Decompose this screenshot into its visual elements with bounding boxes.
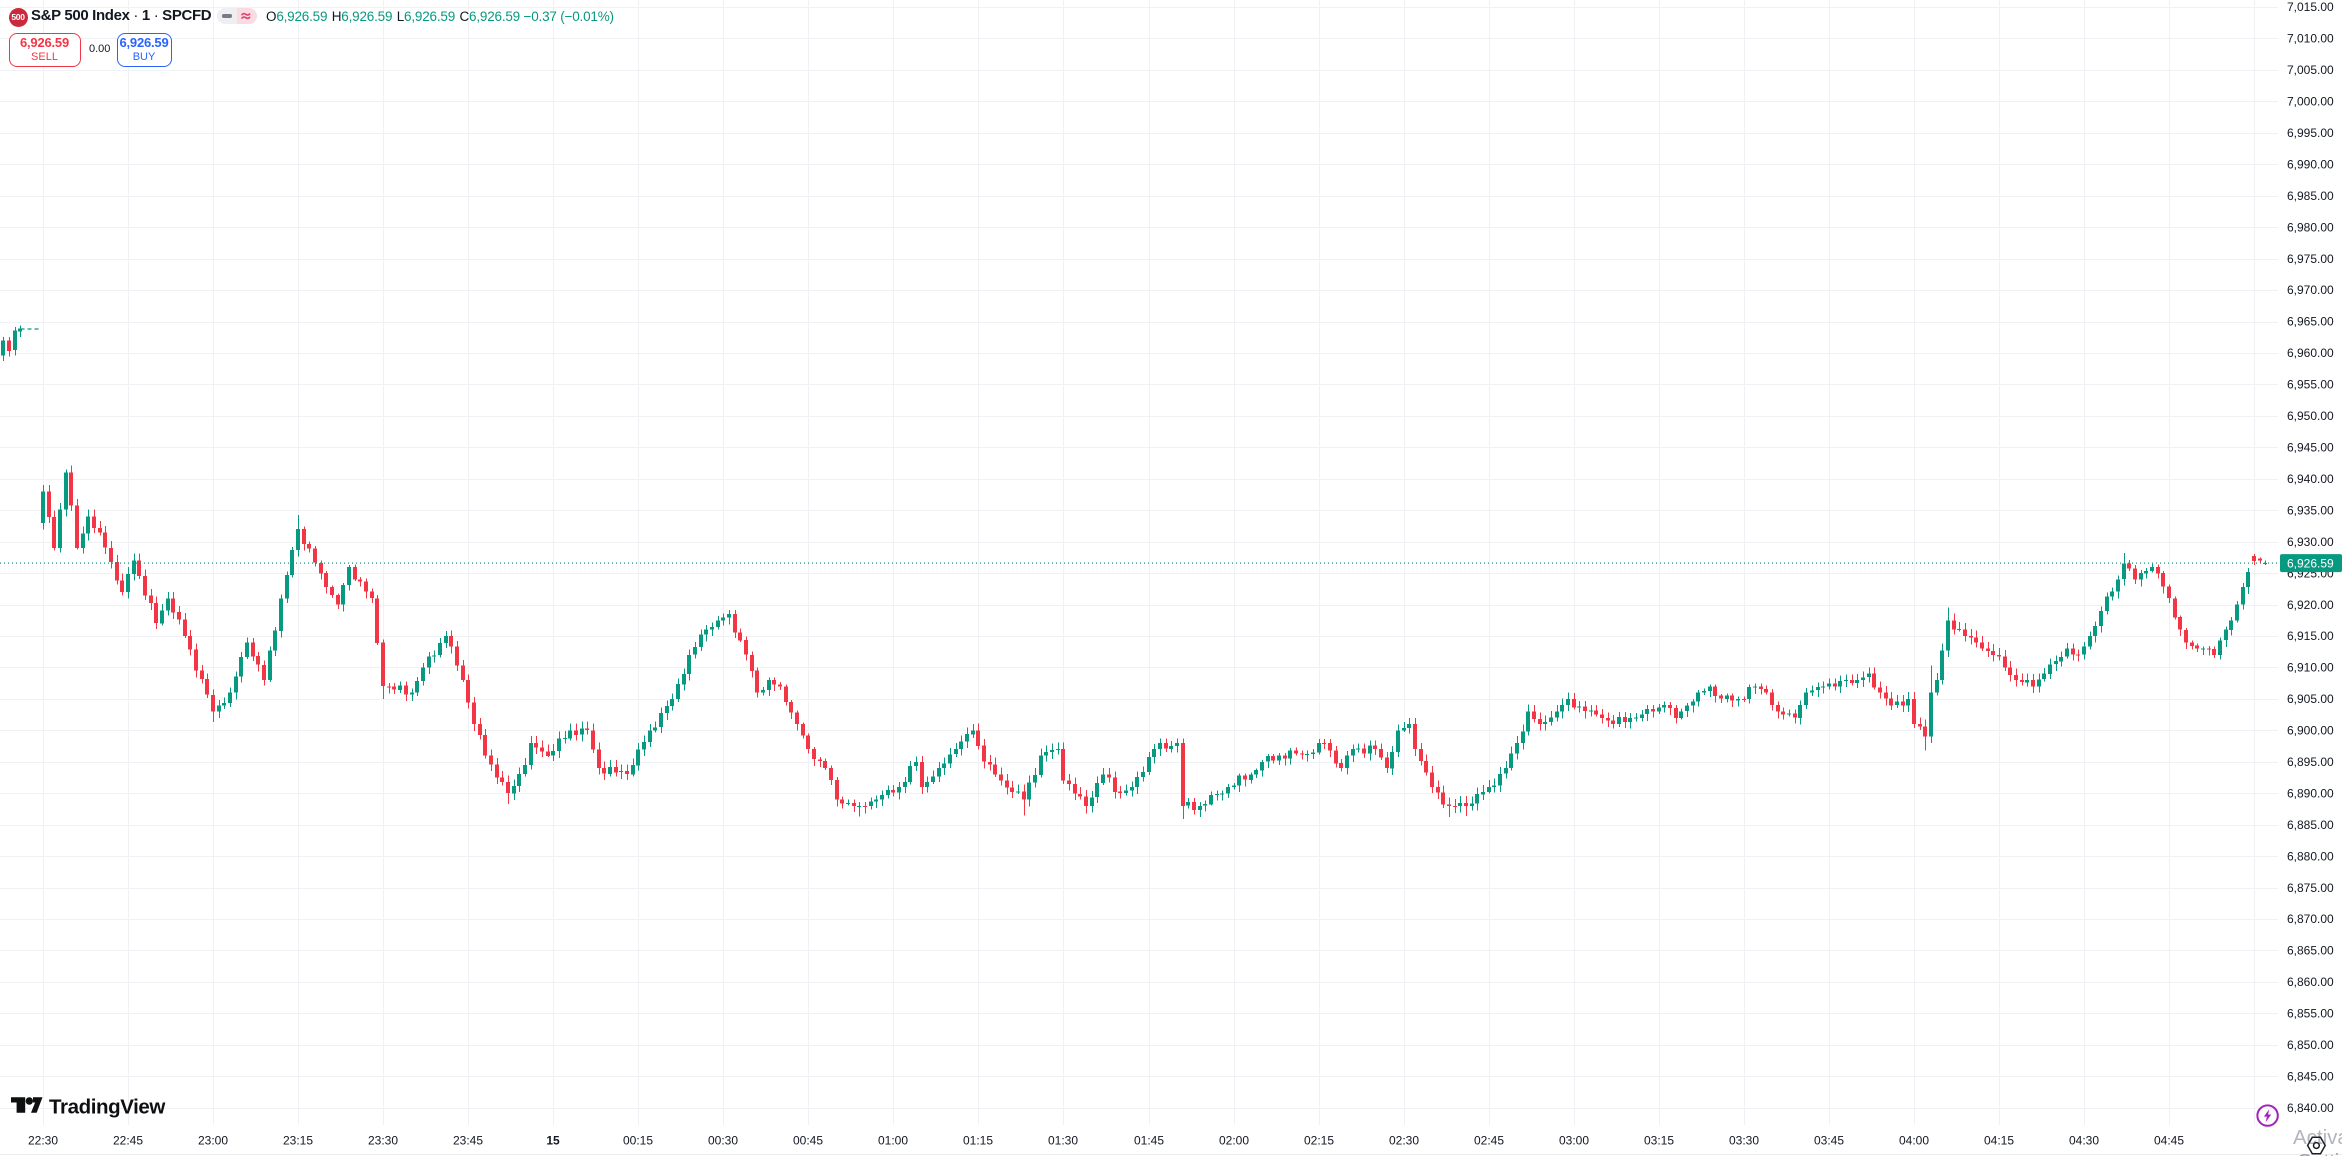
- svg-text:6,860.00: 6,860.00: [2287, 975, 2334, 989]
- svg-text:22:30: 22:30: [28, 1134, 58, 1148]
- svg-text:6,910.00: 6,910.00: [2287, 661, 2334, 675]
- svg-text:04:00: 04:00: [1899, 1134, 1929, 1148]
- svg-text:01:30: 01:30: [1048, 1134, 1078, 1148]
- svg-text:6,865.00: 6,865.00: [2287, 944, 2334, 958]
- svg-text:6,935.00: 6,935.00: [2287, 503, 2334, 517]
- svg-text:6,920.00: 6,920.00: [2287, 598, 2334, 612]
- svg-text:6,950.00: 6,950.00: [2287, 409, 2334, 423]
- svg-text:02:15: 02:15: [1304, 1134, 1334, 1148]
- svg-text:23:30: 23:30: [368, 1134, 398, 1148]
- svg-text:15: 15: [546, 1134, 560, 1148]
- svg-text:6,880.00: 6,880.00: [2287, 849, 2334, 863]
- svg-text:6,895.00: 6,895.00: [2287, 755, 2334, 769]
- svg-text:6,980.00: 6,980.00: [2287, 220, 2334, 234]
- svg-text:6,915.00: 6,915.00: [2287, 629, 2334, 643]
- svg-text:6,990.00: 6,990.00: [2287, 157, 2334, 171]
- svg-text:6,975.00: 6,975.00: [2287, 252, 2334, 266]
- svg-text:04:45: 04:45: [2154, 1134, 2184, 1148]
- svg-text:6,970.00: 6,970.00: [2287, 283, 2334, 297]
- svg-text:6,965.00: 6,965.00: [2287, 315, 2334, 329]
- svg-text:01:00: 01:00: [878, 1134, 908, 1148]
- svg-text:02:00: 02:00: [1219, 1134, 1249, 1148]
- svg-text:00:15: 00:15: [623, 1134, 653, 1148]
- svg-text:01:45: 01:45: [1134, 1134, 1164, 1148]
- svg-text:6,945.00: 6,945.00: [2287, 441, 2334, 455]
- svg-text:04:15: 04:15: [1984, 1134, 2014, 1148]
- svg-text:04:30: 04:30: [2069, 1134, 2099, 1148]
- svg-text:6,995.00: 6,995.00: [2287, 126, 2334, 140]
- svg-text:6,960.00: 6,960.00: [2287, 346, 2334, 360]
- svg-text:6,926.59: 6,926.59: [2287, 556, 2334, 570]
- svg-text:23:45: 23:45: [453, 1134, 483, 1148]
- svg-text:6,930.00: 6,930.00: [2287, 535, 2334, 549]
- svg-text:22:45: 22:45: [113, 1134, 143, 1148]
- svg-text:7,005.00: 7,005.00: [2287, 63, 2334, 77]
- svg-text:6,870.00: 6,870.00: [2287, 912, 2334, 926]
- svg-text:6,855.00: 6,855.00: [2287, 1007, 2334, 1021]
- svg-text:03:30: 03:30: [1729, 1134, 1759, 1148]
- svg-text:00:30: 00:30: [708, 1134, 738, 1148]
- svg-text:6,985.00: 6,985.00: [2287, 189, 2334, 203]
- svg-text:02:45: 02:45: [1474, 1134, 1504, 1148]
- svg-text:6,840.00: 6,840.00: [2287, 1101, 2334, 1115]
- svg-text:6,875.00: 6,875.00: [2287, 881, 2334, 895]
- svg-text:6,850.00: 6,850.00: [2287, 1038, 2334, 1052]
- svg-text:6,900.00: 6,900.00: [2287, 724, 2334, 738]
- svg-text:23:15: 23:15: [283, 1134, 313, 1148]
- svg-text:03:45: 03:45: [1814, 1134, 1844, 1148]
- svg-text:02:30: 02:30: [1389, 1134, 1419, 1148]
- svg-text:6,890.00: 6,890.00: [2287, 787, 2334, 801]
- svg-text:03:15: 03:15: [1644, 1134, 1674, 1148]
- svg-text:23:00: 23:00: [198, 1134, 228, 1148]
- svg-text:00:45: 00:45: [793, 1134, 823, 1148]
- svg-text:6,955.00: 6,955.00: [2287, 378, 2334, 392]
- svg-text:7,010.00: 7,010.00: [2287, 32, 2334, 46]
- svg-text:TradingView: TradingView: [49, 1097, 165, 1119]
- svg-text:7,015.00: 7,015.00: [2287, 0, 2334, 14]
- svg-text:6,845.00: 6,845.00: [2287, 1070, 2334, 1084]
- svg-text:03:00: 03:00: [1559, 1134, 1589, 1148]
- svg-text:6,905.00: 6,905.00: [2287, 692, 2334, 706]
- svg-text:7,000.00: 7,000.00: [2287, 95, 2334, 109]
- svg-text:6,885.00: 6,885.00: [2287, 818, 2334, 832]
- svg-text:6,940.00: 6,940.00: [2287, 472, 2334, 486]
- svg-text:01:15: 01:15: [963, 1134, 993, 1148]
